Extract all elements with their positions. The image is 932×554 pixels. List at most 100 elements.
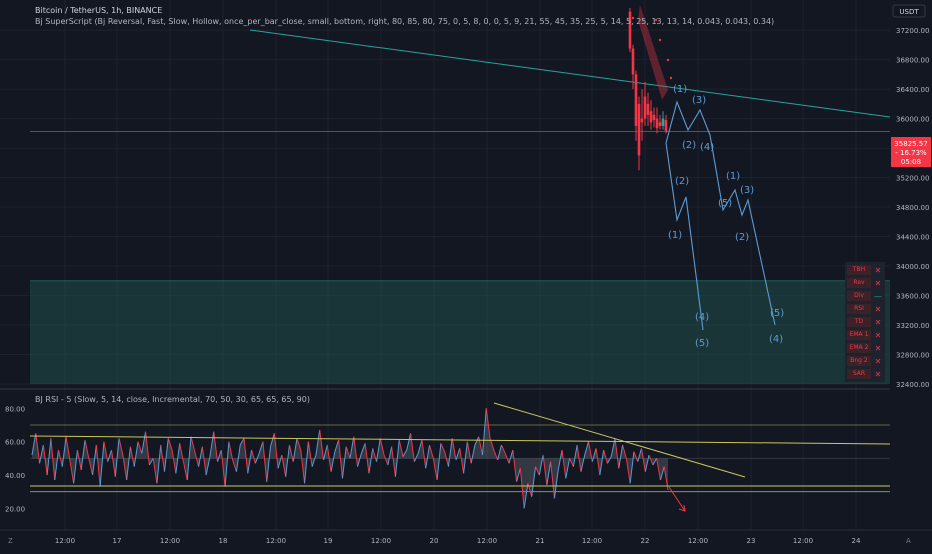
time-axis[interactable]: 12:00 17 12:00 18 12:00 19 12:00 20 12:00 21 12:00… <box>55 537 861 545</box>
rsi-segment <box>323 444 328 461</box>
rsi-segment <box>569 458 574 467</box>
rsi-segment <box>224 441 230 487</box>
rsi-segment <box>194 451 200 467</box>
rsi-segment <box>606 456 612 464</box>
candles <box>628 5 673 171</box>
wave-label: (1) <box>726 171 740 182</box>
rsi-legend[interactable]: BJ RSI - 5 (Slow, 5, 14, close, Incremen… <box>35 395 310 404</box>
rsi-segment <box>164 438 169 472</box>
wave-label: (3) <box>740 185 754 196</box>
rsi-segment <box>80 439 86 471</box>
rsi-segment <box>266 446 271 482</box>
rsi-segment <box>201 446 207 476</box>
rsi-segment <box>447 438 453 467</box>
signal-dot <box>666 58 670 62</box>
rsi-segment <box>383 454 389 466</box>
price-tag-bg <box>891 137 931 167</box>
rsi-segment <box>519 468 525 509</box>
rsi-segment <box>95 444 101 487</box>
rsi-segment <box>156 444 162 484</box>
wave-label: (5) <box>718 198 732 209</box>
indicator-legend[interactable]: Bj SuperScript (Bj Reversal, Fast, Slow,… <box>35 17 775 26</box>
signal-dot <box>658 38 662 42</box>
rsi-segment <box>565 458 571 479</box>
rsi-segment <box>523 483 529 509</box>
rsi-segment <box>137 441 143 454</box>
rsi-segment <box>360 443 366 454</box>
rsi-segment <box>345 446 351 459</box>
wave-label: (2) <box>675 176 689 187</box>
candle-body <box>631 48 635 75</box>
price-tag-change: - 16.73% <box>895 149 927 157</box>
rsi-segment <box>46 438 52 476</box>
wave-label: (3) <box>692 95 706 106</box>
signal-dot <box>654 18 658 22</box>
rsi-segment <box>167 438 173 451</box>
rsi-segment <box>429 444 434 459</box>
panel-row-label: Bng 2 <box>847 356 871 366</box>
wave-labels: (2)(1)(4)(5)(1)(3)(2) (4)(1)(3)(5)(2)(5)(… <box>668 84 784 349</box>
panel-row-state-icon: ✕ <box>874 370 882 379</box>
wave-path <box>665 100 776 326</box>
rsi-segment <box>107 449 112 462</box>
price-tick: 34000.00 <box>896 263 929 271</box>
rsi-segment <box>315 429 321 456</box>
rsi-tick: 60.00 <box>5 439 25 447</box>
signal-panel: TBH ✕ Rev ✕ Div — RSI ✕ TD ✕ EMA 1 ✕ EMA 2 ✕ Bng 2 ✕ SAR… <box>845 262 885 382</box>
rsi-segment <box>99 441 105 487</box>
rsi-segment <box>421 439 427 469</box>
rsi-segment <box>243 438 249 474</box>
zoom-reset-button[interactable]: Z <box>8 537 13 545</box>
rsi-segment <box>482 408 487 456</box>
rsi-axis[interactable]: 80.00 60.00 40.00 20.00 <box>5 405 25 513</box>
symbol-legend[interactable]: Bitcoin / TetherUS, 1h, BINANCE <box>35 6 163 15</box>
time-tick: 12:00 <box>266 537 286 545</box>
rsi-segment <box>364 443 370 474</box>
rsi-segment <box>656 458 661 481</box>
candle-body <box>637 103 641 156</box>
auto-scale-button[interactable]: A <box>906 537 911 545</box>
wave-label: (1) <box>668 230 682 241</box>
rsi-segment <box>118 438 124 456</box>
time-tick: 12:00 <box>688 537 708 545</box>
rsi-segment <box>220 449 226 487</box>
rsi-segment <box>122 454 128 481</box>
time-tick: 17 <box>113 537 122 545</box>
rsi-segment <box>54 449 59 481</box>
time-tick: 12:00 <box>582 537 602 545</box>
rsi-segment <box>277 454 283 469</box>
rsi-segment <box>65 436 71 461</box>
currency-badge[interactable] <box>892 4 926 18</box>
rsi-segment <box>402 449 408 457</box>
rsi-segment <box>349 436 355 459</box>
rsi-segment <box>470 444 476 464</box>
panel-row-label: TD <box>847 317 871 327</box>
rsi-segment <box>205 456 211 476</box>
rsi-segment <box>300 449 306 484</box>
rsi-segment <box>285 444 290 477</box>
rsi-segment <box>614 438 620 469</box>
rsi-segment <box>304 441 309 484</box>
panel-row-state-icon: ✕ <box>874 305 882 314</box>
rsi-trendline-upper <box>29 435 891 445</box>
rsi-segment <box>103 441 109 462</box>
rsi-segment <box>42 444 48 476</box>
panel-row-rev: Rev ✕ <box>845 277 885 290</box>
rsi-segment <box>603 449 608 464</box>
rsi-segment <box>576 444 582 472</box>
rsi-segment <box>436 443 442 481</box>
rsi-segment <box>500 444 506 454</box>
rsi-segment <box>129 446 135 467</box>
time-tick: 12:00 <box>477 537 497 545</box>
rsi-tick: 20.00 <box>5 505 25 513</box>
wave-label: (4) <box>695 312 709 323</box>
rsi-segment <box>319 429 324 461</box>
rsi-segment <box>372 448 377 462</box>
rsi-segment <box>58 449 63 467</box>
rsi-segment <box>398 439 404 457</box>
rsi-segment <box>538 454 544 476</box>
rsi-segment <box>209 431 215 457</box>
panel-row-label: EMA 2 <box>847 343 871 353</box>
